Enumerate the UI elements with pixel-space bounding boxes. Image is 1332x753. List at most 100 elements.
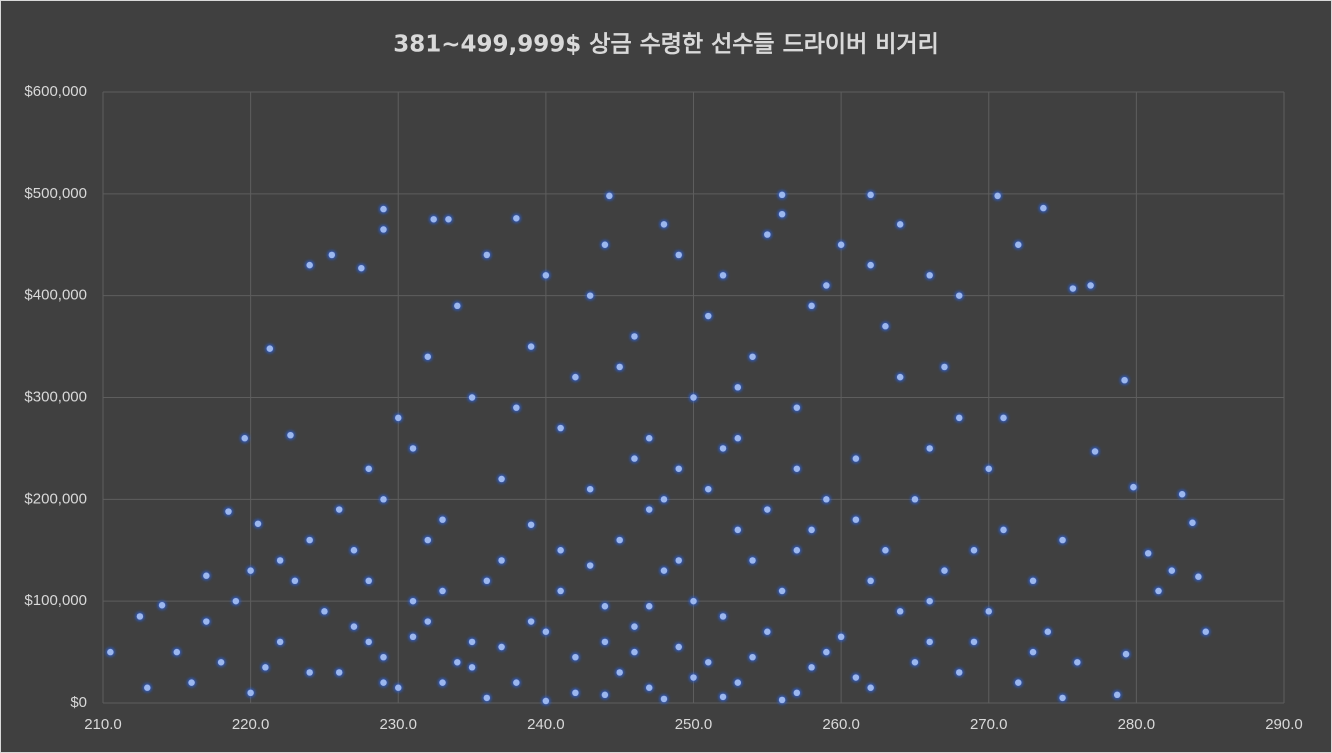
scatter-point <box>291 577 299 584</box>
scatter-point <box>601 691 609 699</box>
scatter-point <box>572 373 579 381</box>
scatter-point <box>867 684 874 691</box>
scatter-point <box>660 567 668 574</box>
scatter-point <box>445 216 452 223</box>
scatter-point <box>675 465 682 472</box>
scatter-point <box>468 638 476 646</box>
x-tick-label: 290.0 <box>1265 716 1303 733</box>
scatter-point <box>572 689 579 697</box>
scatter-point <box>808 664 815 671</box>
scatter-point <box>956 414 963 422</box>
scatter-point <box>1059 536 1066 544</box>
scatter-point <box>764 231 771 238</box>
scatter-point <box>306 261 313 269</box>
scatter-point <box>409 597 417 605</box>
x-tick-label: 280.0 <box>1118 716 1156 733</box>
scatter-point <box>867 261 874 269</box>
scatter-point <box>690 597 697 605</box>
scatter-point <box>793 465 801 472</box>
scatter-point <box>498 557 505 564</box>
scatter-point <box>254 520 262 527</box>
scatter-point <box>719 693 727 701</box>
scatter-point <box>631 648 638 656</box>
x-tick-label: 270.0 <box>970 716 1008 733</box>
scatter-point <box>1189 519 1196 526</box>
scatter-point <box>217 659 225 666</box>
scatter-point <box>749 557 756 564</box>
chart-title: 381~499,999$ 상금 수령한 선수들 드라이버 비거리 <box>393 32 938 58</box>
scatter-point <box>586 562 594 569</box>
scatter-point <box>107 648 114 656</box>
scatter-point <box>631 455 638 462</box>
scatter-point <box>749 653 756 661</box>
scatter-point <box>778 696 786 704</box>
scatter-point <box>527 521 535 528</box>
scatter-point <box>468 664 476 671</box>
scatter-point <box>1000 414 1007 422</box>
scatter-point <box>454 659 461 666</box>
x-tick-label: 210.0 <box>84 716 122 733</box>
scatter-point <box>660 695 668 703</box>
scatter-point <box>719 613 727 620</box>
scatter-point <box>380 679 387 686</box>
scatter-point <box>823 648 830 656</box>
scatter-point <box>1195 573 1202 580</box>
scatter-point <box>646 435 653 442</box>
scatter-point <box>793 547 801 554</box>
scatter-point <box>1121 376 1128 384</box>
scatter-point <box>734 526 741 534</box>
scatter-point <box>483 577 491 584</box>
scatter-point <box>439 516 446 523</box>
scatter-point <box>336 506 343 513</box>
scatter-point <box>1069 285 1077 292</box>
scatter-point <box>970 638 978 646</box>
scatter-point <box>675 643 682 651</box>
scatter-point <box>1029 648 1037 656</box>
scatter-point <box>136 613 144 620</box>
scatter-point <box>941 567 948 574</box>
scatter-point <box>852 674 860 681</box>
scatter-point <box>719 445 727 452</box>
scatter-point <box>266 345 274 352</box>
scatter-point <box>896 373 904 381</box>
scatter-point <box>350 623 358 630</box>
scatter-point <box>439 679 446 686</box>
scatter-point <box>808 302 815 310</box>
scatter-point <box>395 414 402 422</box>
scatter-point <box>276 557 284 564</box>
scatter-point <box>823 496 830 503</box>
scatter-point <box>498 643 505 651</box>
scatter-point <box>572 653 579 661</box>
y-tick-label: $500,000 <box>24 185 87 202</box>
scatter-point <box>852 516 860 523</box>
scatter-point <box>896 221 904 228</box>
scatter-point <box>321 608 328 615</box>
scatter-point <box>808 526 815 534</box>
scatter-point <box>690 674 697 681</box>
scatter-point <box>631 333 638 340</box>
scatter-point <box>424 618 431 625</box>
scatter-point <box>430 216 437 223</box>
scatter-point <box>882 547 889 554</box>
scatter-point <box>1144 550 1152 557</box>
scatter-point <box>527 343 535 350</box>
scatter-point <box>513 215 520 222</box>
scatter-point <box>675 251 682 259</box>
scatter-point <box>606 192 613 200</box>
scatter-point <box>232 597 240 605</box>
scatter-point <box>837 633 845 641</box>
scatter-point <box>483 694 491 702</box>
scatter-point <box>631 623 638 630</box>
scatter-point <box>586 292 594 299</box>
x-tick-label: 250.0 <box>675 716 713 733</box>
scatter-point <box>705 485 712 493</box>
scatter-point <box>793 689 801 697</box>
scatter-point <box>557 547 564 554</box>
scatter-point <box>660 496 668 503</box>
scatter-point <box>1087 282 1094 289</box>
scatter-point <box>424 353 431 360</box>
scatter-point <box>203 618 210 625</box>
scatter-point <box>660 221 668 228</box>
scatter-point <box>365 577 372 584</box>
